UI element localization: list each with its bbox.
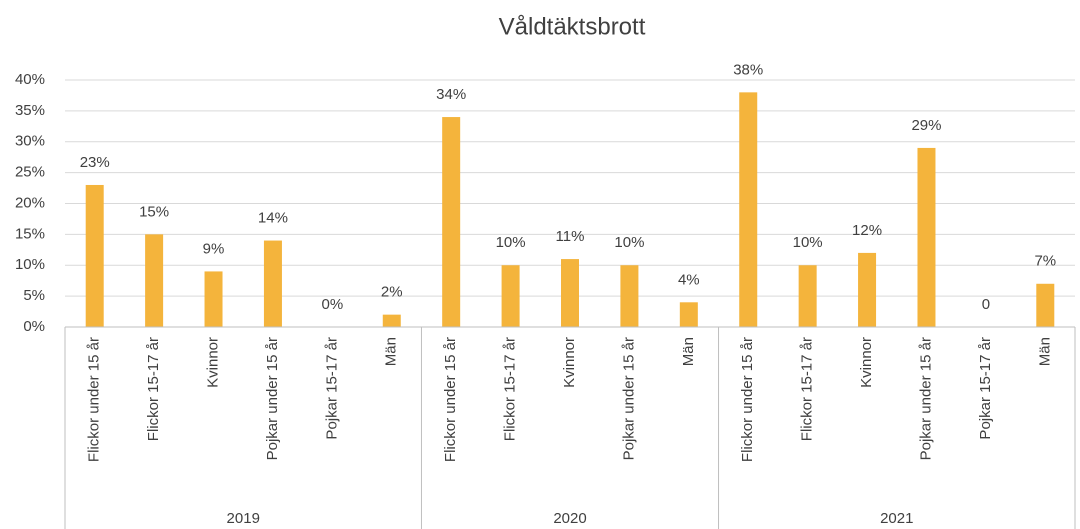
x-tick-label: Män [1036,337,1053,366]
x-tick-label: Män [383,337,400,366]
x-tick-label: Pojkar under 15 år [620,337,637,460]
y-tick-label: 40% [15,71,45,88]
y-tick-label: 20% [15,194,45,211]
bar [798,265,817,327]
bar [204,271,223,327]
x-tick-label: Kvinnor [858,337,875,388]
y-tick-label: 35% [15,102,45,119]
data-label: 15% [139,203,169,220]
data-label: 10% [614,234,644,251]
y-tick-label: 5% [23,287,45,304]
bar [145,234,164,327]
data-label: 34% [436,86,466,103]
data-label: 0% [322,296,344,313]
y-tick-label: 10% [15,256,45,273]
x-tick-label: Flickor 15-17 år [145,337,162,441]
data-label: 29% [911,117,941,134]
bar [679,302,698,327]
data-label: 7% [1034,253,1056,270]
x-tick-label: Flickor 15-17 år [502,337,519,441]
data-label: 12% [852,222,882,239]
data-label: 11% [556,228,585,245]
data-label: 14% [258,210,288,227]
bar [917,147,936,327]
bar [620,265,639,327]
data-label: 10% [496,234,526,251]
bar [442,117,461,327]
group-label: 2019 [227,510,260,527]
chart-title: Våldtäktsbrott [499,13,646,40]
x-tick-label: Flickor under 15 år [442,337,459,462]
x-tick-label: Flickor under 15 år [739,337,756,462]
bar [85,184,104,327]
x-tick-label: Pojkar 15-17 år [323,337,340,440]
x-tick-label: Flickor 15-17 år [799,337,816,441]
bar [382,314,401,327]
y-tick-label: 15% [15,225,45,242]
bar [739,92,758,327]
y-tick-label: 25% [15,164,45,181]
x-tick-label: Pojkar under 15 år [917,337,934,460]
bar [858,252,877,327]
x-tick-label: Pojkar 15-17 år [977,337,994,440]
data-label: 10% [793,234,823,251]
data-label: 38% [733,61,763,78]
x-tick-label: Kvinnor [561,337,578,388]
y-tick-label: 0% [23,318,45,335]
x-tick-label: Pojkar under 15 år [264,337,281,460]
data-label: 23% [80,154,110,171]
bar [501,265,520,327]
x-tick-label: Kvinnor [204,337,221,388]
data-label: 9% [203,240,225,257]
bar [561,259,579,327]
group-label: 2021 [880,510,913,527]
y-tick-label: 30% [15,133,45,150]
bar [263,240,282,327]
bar [1036,283,1055,327]
x-tick-label: Män [680,337,697,366]
data-label: 2% [381,284,403,301]
data-label: 0 [982,296,990,313]
x-tick-label: Flickor under 15 år [86,337,103,462]
data-label: 4% [678,271,700,288]
group-label: 2020 [553,510,586,527]
